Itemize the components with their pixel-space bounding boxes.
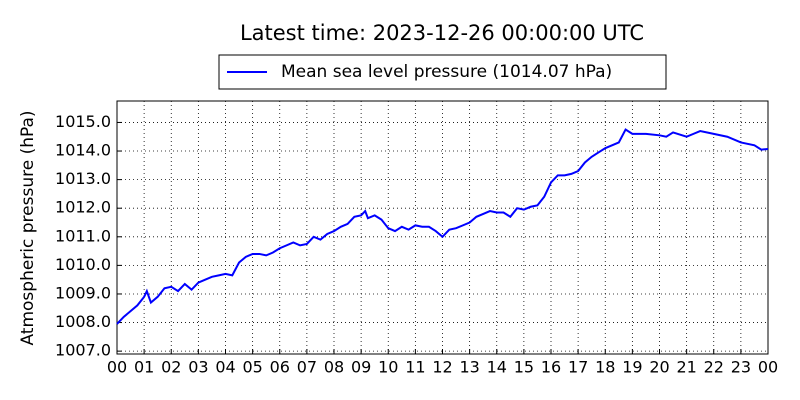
x-tick-label: 21 bbox=[676, 358, 696, 377]
y-tick-label: 1015.0 bbox=[55, 112, 111, 131]
x-tick-label: 11 bbox=[405, 358, 425, 377]
x-tick-label: 04 bbox=[215, 358, 235, 377]
y-tick-label: 1010.0 bbox=[55, 255, 111, 274]
x-tick-label: 15 bbox=[514, 358, 534, 377]
legend-label: Mean sea level pressure (1014.07 hPa) bbox=[281, 62, 612, 82]
x-tick-label: 10 bbox=[378, 358, 398, 377]
x-tick-label: 07 bbox=[297, 358, 317, 377]
chart-title: Latest time: 2023-12-26 00:00:00 UTC bbox=[240, 21, 644, 45]
x-tick-label: 08 bbox=[324, 358, 344, 377]
y-tick-label: 1011.0 bbox=[55, 226, 111, 245]
x-tick-label: 13 bbox=[459, 358, 479, 377]
y-axis-label: Atmospheric pressure (hPa) bbox=[18, 110, 38, 345]
x-tick-label: 18 bbox=[595, 358, 615, 377]
y-tick-label: 1014.0 bbox=[55, 141, 111, 160]
x-tick-label: 17 bbox=[568, 358, 588, 377]
data-line bbox=[116, 128, 769, 325]
x-tick-label: 19 bbox=[622, 358, 642, 377]
plot-frame bbox=[116, 100, 769, 355]
y-tick-label: 1009.0 bbox=[55, 283, 111, 302]
x-tick-label: 14 bbox=[487, 358, 507, 377]
x-tick-label: 23 bbox=[731, 358, 751, 377]
x-tick-label: 09 bbox=[351, 358, 371, 377]
x-tick-label: 03 bbox=[188, 358, 208, 377]
x-tick-label: 05 bbox=[242, 358, 262, 377]
y-tick-label: 1008.0 bbox=[55, 312, 111, 331]
x-tick-label: 12 bbox=[432, 358, 452, 377]
x-tick-label: 20 bbox=[649, 358, 669, 377]
x-tick-label: 02 bbox=[161, 358, 181, 377]
x-tick-label: 00 bbox=[107, 358, 127, 377]
legend-box bbox=[218, 54, 667, 90]
x-tick-label: 16 bbox=[541, 358, 561, 377]
y-tick-label: 1013.0 bbox=[55, 169, 111, 188]
x-tick-label: 06 bbox=[270, 358, 290, 377]
x-tick-label: 22 bbox=[704, 358, 724, 377]
x-tick-label: 00 bbox=[758, 358, 778, 377]
y-tick-label: 1007.0 bbox=[55, 341, 111, 360]
y-tick-label: 1012.0 bbox=[55, 198, 111, 217]
x-tick-label: 01 bbox=[134, 358, 154, 377]
